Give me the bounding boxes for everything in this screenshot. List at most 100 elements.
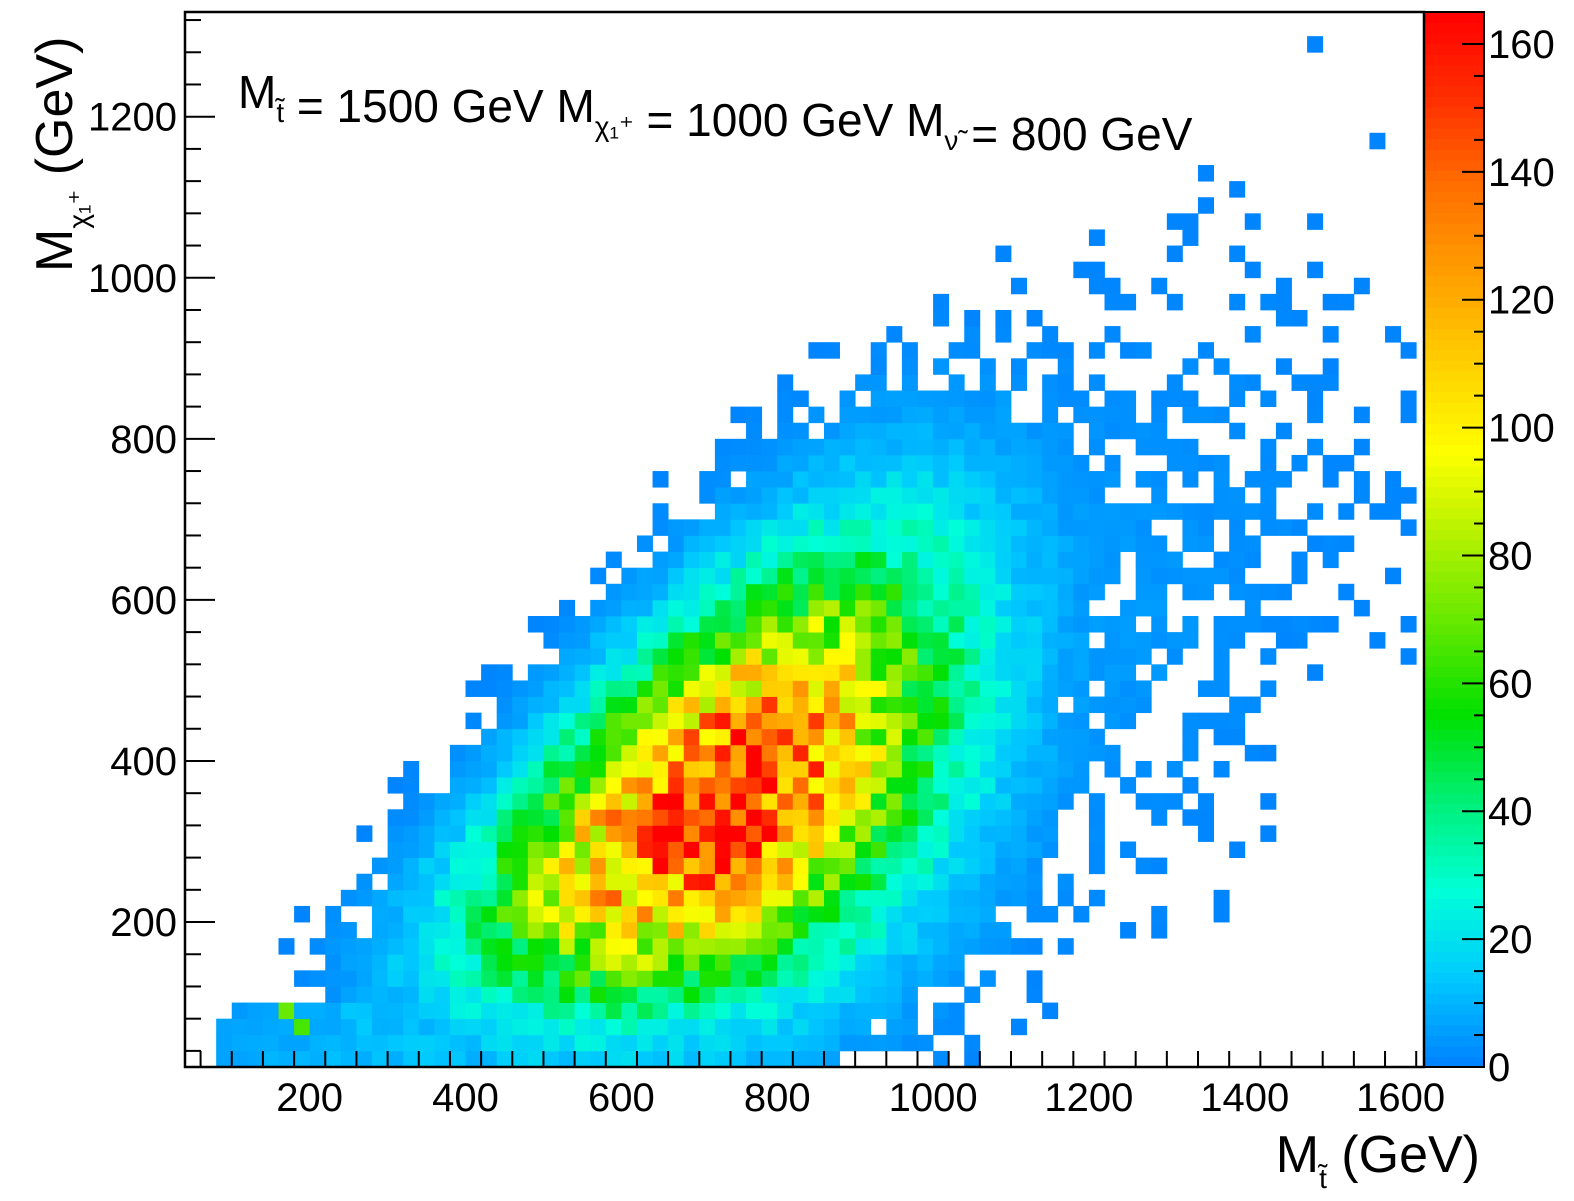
- heatmap-bin: [527, 793, 544, 810]
- heatmap-bin: [714, 632, 731, 649]
- heatmap-bin: [948, 648, 965, 665]
- heatmap-bin: [886, 793, 903, 810]
- heatmap-bin: [1322, 616, 1339, 633]
- heatmap-bin: [948, 954, 965, 971]
- heatmap-bin: [636, 728, 653, 746]
- heatmap-bin: [1151, 809, 1168, 826]
- heatmap-bin: [621, 777, 638, 794]
- heatmap-bin: [387, 777, 404, 794]
- heatmap-bin: [699, 1018, 716, 1036]
- heatmap-bin: [465, 857, 482, 875]
- heatmap-bin: [995, 857, 1012, 875]
- heatmap-bin: [839, 857, 856, 875]
- heatmap-bin: [792, 825, 809, 842]
- heatmap-bin: [1073, 261, 1090, 279]
- y-tick-label: 1000: [88, 257, 177, 301]
- heatmap-bin: [621, 760, 638, 778]
- heatmap-bin: [886, 567, 903, 585]
- heatmap-bin: [465, 825, 482, 842]
- heatmap-bin: [1120, 841, 1137, 859]
- z-tick-label: 160: [1488, 23, 1555, 67]
- heatmap-bin: [901, 583, 918, 601]
- colorbar-segment: [1424, 170, 1484, 182]
- heatmap-bin: [808, 519, 825, 536]
- heatmap-bin: [481, 922, 498, 939]
- heatmap-bin: [1104, 390, 1121, 408]
- heatmap-bin: [761, 712, 778, 730]
- heatmap-bin: [1244, 696, 1261, 714]
- z-tick-label: 20: [1488, 918, 1533, 962]
- heatmap-bin: [1182, 471, 1199, 488]
- heatmap-bin: [668, 599, 685, 617]
- heatmap-bin: [1026, 567, 1043, 585]
- heatmap-bin: [823, 922, 840, 939]
- x-tick-label: 800: [744, 1076, 811, 1120]
- heatmap-bin: [621, 1002, 638, 1020]
- heatmap-bin: [730, 970, 747, 987]
- heatmap-bin: [777, 760, 794, 778]
- heatmap-bin: [543, 905, 560, 923]
- heatmap-bin: [808, 583, 825, 601]
- heatmap-bin: [870, 841, 887, 859]
- heatmap-bin: [964, 406, 981, 424]
- heatmap-bin: [1198, 712, 1214, 730]
- heatmap-bin: [356, 1050, 373, 1068]
- heatmap-bin: [886, 760, 903, 778]
- heatmap-bin: [995, 825, 1012, 842]
- heatmap-bin: [870, 551, 887, 569]
- heatmap-bin: [746, 970, 763, 987]
- heatmap-bin: [792, 680, 809, 697]
- heatmap-bin: [1057, 342, 1074, 359]
- heatmap-bin: [1244, 583, 1261, 601]
- heatmap-bin: [808, 905, 825, 923]
- heatmap-bin: [933, 712, 950, 730]
- colorbar-segment: [1424, 265, 1484, 277]
- heatmap-bin: [1088, 744, 1105, 762]
- heatmap-bin: [636, 809, 653, 826]
- heatmap-bin: [901, 422, 918, 440]
- heatmap-bin: [839, 922, 856, 939]
- heatmap-bin: [730, 406, 747, 424]
- heatmap-bin: [574, 922, 591, 939]
- heatmap-bin: [995, 873, 1012, 891]
- heatmap-bin: [1135, 438, 1152, 456]
- heatmap-bin: [543, 1002, 560, 1020]
- heatmap-bin: [683, 567, 700, 585]
- heatmap-bin: [605, 873, 622, 891]
- heatmap-bin: [481, 889, 498, 907]
- heatmap-bin: [917, 583, 934, 601]
- heatmap-bin: [1026, 728, 1043, 746]
- heatmap-bin: [1307, 213, 1324, 230]
- colorbar-segment: [1424, 244, 1484, 256]
- heatmap-bin: [886, 438, 903, 456]
- heatmap-bin: [1400, 342, 1417, 359]
- heatmap-bin: [761, 567, 778, 585]
- heatmap-bin: [652, 519, 669, 536]
- heatmap-bin: [746, 825, 763, 842]
- colorbar-segment: [1424, 486, 1484, 498]
- heatmap-bin: [933, 616, 950, 633]
- heatmap-bin: [1198, 454, 1214, 472]
- heatmap-bin: [1073, 632, 1090, 649]
- heatmap-bin: [636, 793, 653, 810]
- x-axis-title: Mt̃ (GeV): [1276, 1126, 1480, 1194]
- heatmap-bin: [636, 599, 653, 617]
- heatmap-bin: [855, 1034, 872, 1052]
- heatmap-bin: [1166, 454, 1183, 472]
- heatmap-bin: [605, 760, 622, 778]
- heatmap-bin: [512, 857, 529, 875]
- heatmap-bin: [901, 922, 918, 939]
- colorbar-segment: [1424, 317, 1484, 330]
- colorbar-segment: [1424, 613, 1484, 625]
- heatmap-bin: [1166, 648, 1183, 665]
- colorbar-segment: [1424, 929, 1484, 941]
- heatmap-bin: [636, 712, 653, 730]
- heatmap-bin: [278, 1002, 295, 1020]
- heatmap-bin: [683, 1018, 700, 1036]
- colorbar-segment: [1424, 961, 1484, 973]
- heatmap-bin: [808, 535, 825, 552]
- heatmap-bin: [792, 777, 809, 794]
- heatmap-bin: [683, 616, 700, 633]
- heatmap-bin: [465, 922, 482, 939]
- heatmap-bin: [387, 889, 404, 907]
